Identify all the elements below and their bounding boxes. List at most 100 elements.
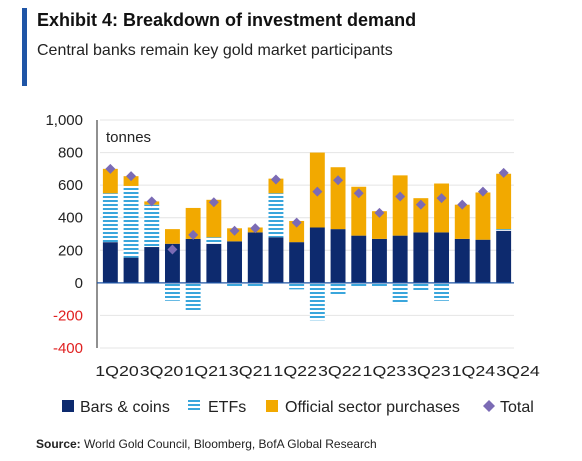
bar-segment-etfs (102, 193, 118, 243)
bar-segment-etfs (434, 282, 450, 301)
bar-segment-bars-coins (475, 239, 491, 283)
total-marker (353, 188, 364, 199)
bar-segment-official-sector-purchases (475, 192, 491, 240)
bar-segment-bars-coins (123, 257, 139, 283)
title-accent-bar (22, 8, 27, 86)
total-marker (208, 197, 219, 208)
y-tick-label: 200 (58, 242, 83, 259)
legend-label: Bars & coins (80, 399, 170, 416)
bar-segment-etfs (289, 282, 305, 290)
total-marker (291, 217, 302, 228)
bar-segment-official-sector-purchases (185, 207, 201, 239)
investment-demand-chart: -400 -200 0 200 400 600 800 1,000 tonnes 1Q20 3Q20… (45, 112, 540, 416)
bar-segment-etfs (144, 204, 160, 248)
legend-swatch (188, 400, 200, 412)
total-marker (415, 199, 426, 210)
bar-segment-etfs (496, 229, 512, 231)
x-tick-label: 3Q20 (140, 363, 184, 380)
bar-segment-bars-coins (102, 242, 118, 283)
bar-segment-official-sector-purchases (330, 167, 346, 230)
y-axis-unit-label: tonnes (106, 129, 151, 146)
legend: Bars & coins ETFs Official sector purchase… (62, 399, 534, 416)
bar-segment-bars-coins (309, 227, 325, 283)
y-tick-label: 800 (58, 145, 83, 162)
bar-segment-etfs (351, 282, 367, 288)
total-marker (270, 174, 281, 185)
bar-segment-official-sector-purchases (164, 229, 180, 244)
bar-segment-bars-coins (289, 242, 305, 283)
bar-segment-etfs (185, 282, 201, 311)
bar-segment-official-sector-purchases (454, 204, 470, 239)
source-note: Source: World Gold Council, Bloomberg, B… (36, 437, 377, 451)
x-tick-label: 3Q21 (229, 363, 273, 380)
bar-segment-bars-coins (496, 230, 512, 283)
bar-segment-bars-coins (227, 241, 243, 283)
bar-segment-bars-coins (144, 247, 160, 283)
y-tick-label: 1,000 (45, 112, 83, 129)
bar-segment-bars-coins (206, 243, 222, 283)
x-tick-label: 1Q23 (363, 363, 407, 380)
bar-segment-etfs (164, 282, 180, 301)
bar-segment-official-sector-purchases (496, 173, 512, 230)
bar-segment-etfs (413, 282, 429, 291)
bar-segment-bars-coins (454, 238, 470, 283)
legend-label: Official sector purchases (285, 399, 460, 416)
y-tick-label: -200 (53, 307, 83, 324)
total-marker (105, 163, 116, 174)
source-label: Source: (36, 437, 81, 451)
axes (96, 120, 514, 348)
x-tick-label: 3Q22 (318, 363, 362, 380)
legend-swatch (62, 400, 74, 412)
bar-segment-etfs (371, 282, 387, 287)
total-marker (250, 223, 261, 234)
total-marker (436, 193, 447, 204)
x-tick-label: 3Q23 (407, 363, 451, 380)
total-marker (333, 175, 344, 186)
bar-segment-etfs (227, 282, 243, 288)
total-marker (457, 199, 468, 210)
bar-segment-bars-coins (247, 232, 263, 283)
bar-segment-official-sector-purchases (289, 220, 305, 243)
total-markers (105, 163, 509, 255)
bar-segment-bars-coins (392, 235, 408, 283)
total-marker (498, 167, 509, 178)
x-tick-label: 3Q24 (496, 363, 540, 380)
bar-segment-bars-coins (434, 232, 450, 283)
bar-segment-bars-coins (413, 232, 429, 283)
y-tick-label: 400 (58, 210, 83, 227)
total-marker (188, 229, 199, 240)
bar-segment-etfs (268, 193, 284, 238)
legend-label: ETFs (208, 399, 246, 416)
bar-segment-bars-coins (371, 238, 387, 283)
bar-segment-bars-coins (330, 229, 346, 283)
bar-segment-official-sector-purchases (371, 211, 387, 239)
legend-swatch (483, 400, 495, 412)
total-marker (167, 244, 178, 255)
total-marker (477, 186, 488, 197)
page-title: Exhibit 4: Breakdown of investment deman… (37, 10, 417, 30)
x-tick-label: 1Q24 (452, 363, 496, 380)
bar-segment-etfs (247, 282, 263, 287)
y-tick-label: -400 (53, 340, 83, 357)
legend-swatch (266, 400, 278, 412)
bar-segment-official-sector-purchases (392, 175, 408, 236)
bar-segment-official-sector-purchases (351, 186, 367, 236)
bar-segment-official-sector-purchases (102, 168, 118, 194)
bar-segment-official-sector-purchases (206, 199, 222, 238)
total-marker (395, 191, 406, 202)
bar-segment-official-sector-purchases (434, 183, 450, 233)
legend-label: Total (500, 399, 534, 416)
total-marker (146, 196, 157, 207)
bar-segment-bars-coins (351, 235, 367, 283)
bar-segment-bars-coins (268, 237, 284, 283)
y-tick-label: 600 (58, 177, 83, 194)
x-tick-label: 1Q20 (95, 363, 139, 380)
total-marker (126, 171, 137, 182)
bar-segment-etfs (309, 282, 325, 321)
bar-segment-etfs (330, 282, 346, 296)
total-marker (229, 225, 240, 236)
bar-segment-official-sector-purchases (413, 198, 429, 233)
source-text: World Gold Council, Bloomberg, BofA Glob… (84, 437, 377, 451)
total-marker (374, 207, 385, 218)
x-tick-label: 1Q22 (273, 363, 317, 380)
